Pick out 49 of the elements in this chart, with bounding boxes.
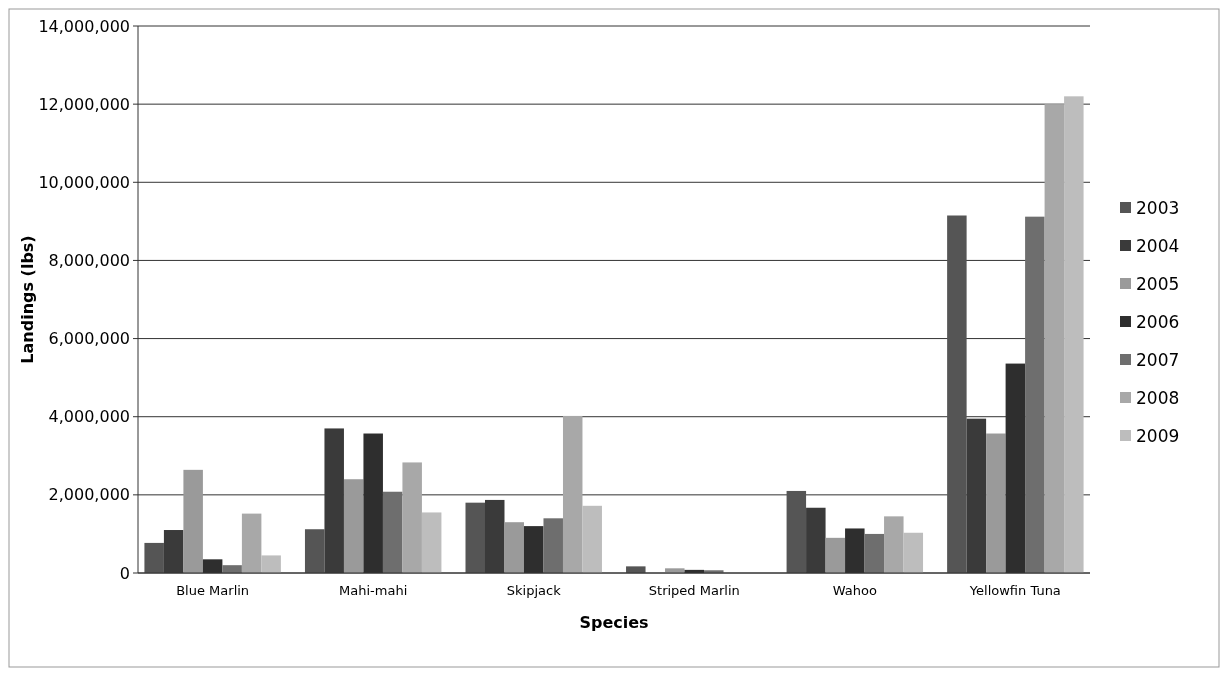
x-tick-label: Striped Marlin — [648, 583, 740, 598]
bar — [543, 518, 563, 573]
bar — [884, 516, 904, 573]
bar — [626, 566, 646, 573]
x-tick-label: Mahi-mahi — [339, 583, 408, 598]
bar — [947, 215, 967, 573]
bar — [1064, 96, 1084, 573]
legend-label: 2004 — [1136, 235, 1180, 256]
bar — [786, 490, 807, 573]
y-tick-label: 8,000,000 — [48, 251, 130, 271]
bar — [864, 533, 885, 573]
bar — [402, 462, 422, 573]
legend-label: 2005 — [1136, 273, 1180, 294]
bar — [1044, 104, 1065, 573]
y-tick-label: 0 — [119, 563, 130, 583]
y-tick-label: 2,000,000 — [48, 485, 130, 505]
x-tick-label: Yellowfin Tuna — [968, 583, 1061, 598]
y-tick-label: 6,000,000 — [48, 329, 130, 349]
bar — [1025, 216, 1045, 573]
x-axis-title: Species — [579, 613, 649, 632]
x-tick-label: Blue Marlin — [176, 583, 250, 598]
bar — [241, 513, 262, 573]
y-tick-label: 10,000,000 — [38, 172, 130, 192]
bar — [183, 469, 203, 573]
bar — [582, 505, 602, 573]
bar — [222, 565, 242, 573]
legend-label: 2009 — [1136, 425, 1180, 446]
y-axis-title: Landings (lbs) — [18, 235, 37, 364]
bar — [304, 529, 325, 573]
bar — [903, 532, 924, 573]
bar — [382, 491, 403, 573]
bar — [986, 433, 1006, 573]
bar — [825, 537, 846, 573]
bar — [144, 542, 164, 573]
x-tick-label: Skipjack — [506, 583, 562, 598]
legend-label: 2008 — [1136, 387, 1180, 408]
legend-label: 2006 — [1136, 311, 1180, 332]
legend-label: 2007 — [1136, 349, 1180, 370]
bar — [421, 512, 442, 573]
y-tick-label: 12,000,000 — [38, 94, 130, 114]
bar — [343, 479, 364, 573]
bar — [261, 555, 281, 573]
x-tick-label: Wahoo — [832, 583, 877, 598]
bar — [562, 415, 583, 573]
legend-label: 2003 — [1136, 197, 1180, 218]
y-tick-label: 14,000,000 — [38, 16, 130, 36]
y-tick-label: 4,000,000 — [48, 407, 130, 427]
bar — [465, 502, 485, 573]
bar — [504, 522, 524, 573]
